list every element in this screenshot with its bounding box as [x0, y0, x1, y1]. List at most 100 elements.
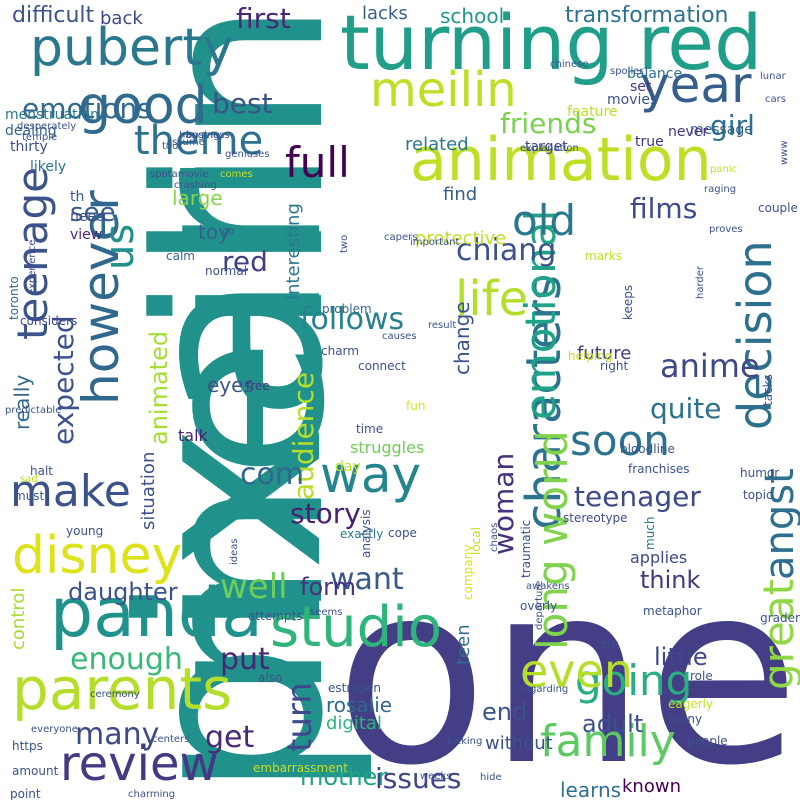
word-think: think	[640, 566, 701, 594]
word-chiang: chiang	[456, 233, 557, 268]
word-causes: causes	[382, 331, 417, 342]
word-charming: charming	[128, 789, 176, 800]
word-also: also	[258, 671, 283, 685]
word-friends: friends	[500, 107, 597, 140]
word-result: result	[428, 320, 457, 331]
word-daughter: daughter	[68, 578, 178, 606]
word-lunar: lunar	[760, 71, 786, 82]
word-exactly: exactly	[340, 527, 384, 541]
word-spotamovie: spotamovie	[150, 169, 209, 180]
word-tacks: tacks	[761, 374, 775, 406]
word-animated: animated	[145, 330, 173, 445]
word-movies: movies	[607, 92, 658, 108]
word-awakens: awakens	[526, 581, 570, 592]
word-theme: theme	[134, 118, 264, 164]
word-story: story	[290, 497, 361, 530]
word-teenager: teenager	[574, 480, 701, 513]
word-desperately: desperately	[17, 121, 77, 132]
word-turn: turn	[280, 682, 320, 752]
word-films: films	[630, 192, 698, 225]
word-really: really	[10, 374, 34, 430]
word-go: go	[222, 226, 235, 237]
word-digital: digital	[326, 713, 382, 734]
word-message: message	[690, 122, 753, 138]
word-grader: grader	[760, 611, 800, 625]
word-red: red	[222, 245, 268, 278]
word-girl: girl	[710, 109, 755, 142]
word-keeps: keeps	[621, 284, 635, 320]
word-charm: charm	[321, 344, 359, 358]
word-calm: calm	[166, 249, 195, 263]
word-difficult: difficult	[12, 3, 95, 28]
word-bloodline: bloodline	[620, 442, 675, 456]
word-humor: humor	[740, 466, 780, 480]
word-mother: mother	[300, 763, 388, 791]
word-thirty: thirty	[10, 139, 48, 155]
word-couple: couple	[758, 201, 798, 215]
word-weeks: weeks	[420, 771, 452, 782]
word-large: large	[172, 186, 223, 210]
word-talk: talk	[178, 426, 208, 445]
word-balance: balance	[627, 66, 683, 82]
word-seems: seems	[310, 607, 343, 618]
word-situation: situation	[138, 451, 159, 530]
word-see: see	[70, 198, 116, 228]
word-estrogen: estrogen	[328, 681, 381, 695]
word-end: end	[482, 698, 528, 726]
word-find: find	[443, 184, 478, 205]
word-life: life	[455, 271, 529, 327]
word-set: set	[630, 79, 652, 95]
word-much: much	[643, 516, 657, 551]
word-teen: teen	[453, 624, 474, 665]
word-year: year	[640, 56, 752, 114]
word-young: young	[66, 524, 104, 538]
word-applies: applies	[630, 548, 688, 567]
word-transformation: transformation	[565, 3, 729, 28]
word-enough: enough	[70, 642, 183, 677]
word-spoiler: spoiler	[610, 66, 644, 77]
word-raging: raging	[704, 184, 737, 195]
word-quite: quite	[650, 392, 722, 425]
word-people: people	[687, 734, 728, 748]
word-first: first	[236, 2, 291, 35]
word-hide: hide	[480, 772, 502, 783]
word-https: https	[12, 739, 43, 753]
word-going: going	[575, 656, 693, 705]
word-harder: harder	[695, 265, 706, 299]
word-connect: connect	[358, 359, 406, 373]
word-get: get	[205, 720, 255, 755]
word-school: school	[440, 4, 505, 28]
word-assume: assume	[166, 137, 205, 148]
word-many: many	[75, 717, 160, 752]
word-chinese: chinese	[550, 59, 589, 70]
word-normal: normal	[205, 264, 248, 278]
word-panic: panic	[710, 164, 738, 175]
word-attempts: attempts	[248, 609, 303, 623]
word-one: one	[334, 529, 800, 800]
word-ceremony: ceremony	[90, 689, 140, 700]
word-view: view	[70, 227, 103, 243]
word-well: well	[220, 567, 288, 607]
word-likely: likely	[30, 159, 67, 175]
word-business: business	[186, 130, 230, 141]
word-chaos: chaos	[489, 522, 500, 552]
word-never: never	[668, 124, 709, 140]
word-cars: cars	[765, 94, 786, 105]
word-expected: expected	[47, 315, 80, 445]
word-disney: disney	[12, 526, 183, 586]
word-anime: anime	[660, 347, 760, 385]
word-proves: proves	[709, 224, 743, 235]
word-www: www	[779, 140, 790, 165]
word-dealing: dealing	[5, 123, 57, 139]
word-good: good	[78, 76, 208, 136]
word-predictable: predictable	[5, 405, 62, 416]
word-stereotype: stereotype	[563, 511, 628, 525]
word-traumatic: traumatic	[519, 519, 533, 578]
word-metaphor: metaphor	[643, 604, 702, 618]
word-role: role	[690, 669, 713, 683]
word-free: free	[246, 379, 270, 393]
word-angst: angst	[757, 468, 800, 580]
word-hanging: hanging	[179, 130, 220, 141]
word-rosalie: rosalie	[326, 693, 393, 717]
